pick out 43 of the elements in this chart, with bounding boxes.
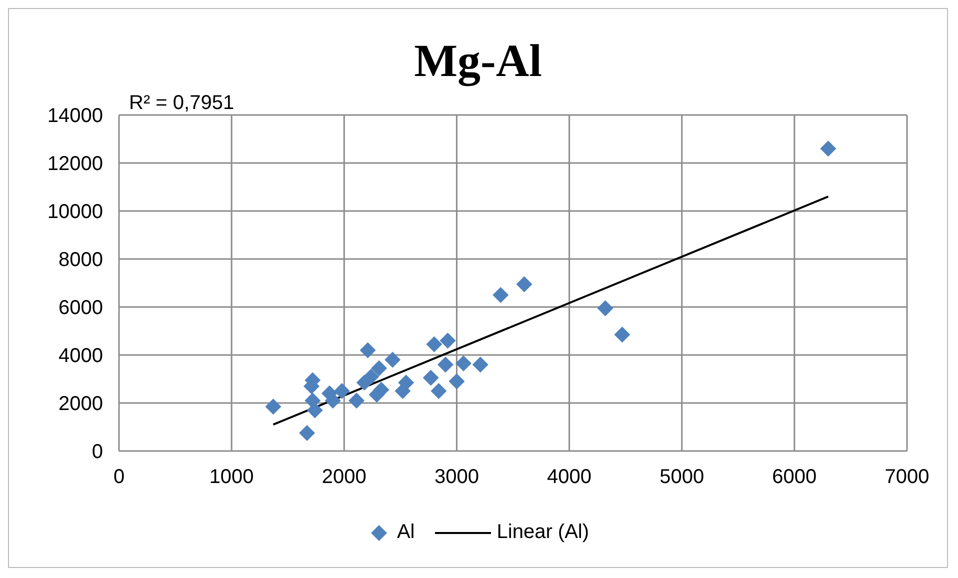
point <box>820 140 836 157</box>
x-tick-label: 5000 <box>660 466 704 488</box>
point <box>334 383 350 399</box>
point <box>265 398 282 415</box>
y-tick-label: 14000 <box>47 105 103 128</box>
text: R² = 0,7951 <box>129 92 234 114</box>
x-tick-label: 1000 <box>209 466 254 488</box>
point <box>472 356 488 373</box>
x-tick-label: 0 <box>113 466 125 488</box>
legend-label: Al <box>396 521 415 544</box>
y-tick-label: 2000 <box>58 393 103 416</box>
point <box>430 383 447 399</box>
y-tick-label: 10000 <box>47 201 103 224</box>
point <box>492 287 509 303</box>
point <box>448 373 465 390</box>
point <box>371 360 388 376</box>
x-tick-label: 7000 <box>884 466 930 488</box>
point <box>422 370 439 386</box>
point <box>298 425 315 441</box>
point <box>426 336 442 352</box>
x-tick-label: 6000 <box>772 466 817 488</box>
point <box>597 300 614 316</box>
y-tick-label: 6000 <box>58 297 103 320</box>
x-tick-label: 4000 <box>547 466 592 488</box>
point <box>516 276 532 292</box>
point <box>306 402 323 418</box>
point <box>360 342 376 358</box>
x-tick-label: 3000 <box>434 466 479 488</box>
point <box>384 352 401 368</box>
y-tick-label: 12000 <box>47 153 103 176</box>
point <box>437 356 454 373</box>
y-tick-label: 4000 <box>58 345 103 368</box>
y-tick-label: 8000 <box>58 249 103 272</box>
x-tick-label: 2000 <box>322 466 366 488</box>
point <box>455 355 472 372</box>
point <box>614 326 630 343</box>
point <box>348 392 365 409</box>
point <box>394 383 411 399</box>
chart-title: Mg-Al <box>413 34 543 88</box>
point <box>440 332 456 349</box>
legend-label: Linear (Al) <box>496 521 590 544</box>
y-tick-label: 0 <box>92 441 103 464</box>
point <box>363 368 380 385</box>
